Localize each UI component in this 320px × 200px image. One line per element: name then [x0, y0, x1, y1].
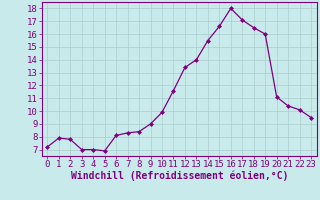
X-axis label: Windchill (Refroidissement éolien,°C): Windchill (Refroidissement éolien,°C) [70, 171, 288, 181]
